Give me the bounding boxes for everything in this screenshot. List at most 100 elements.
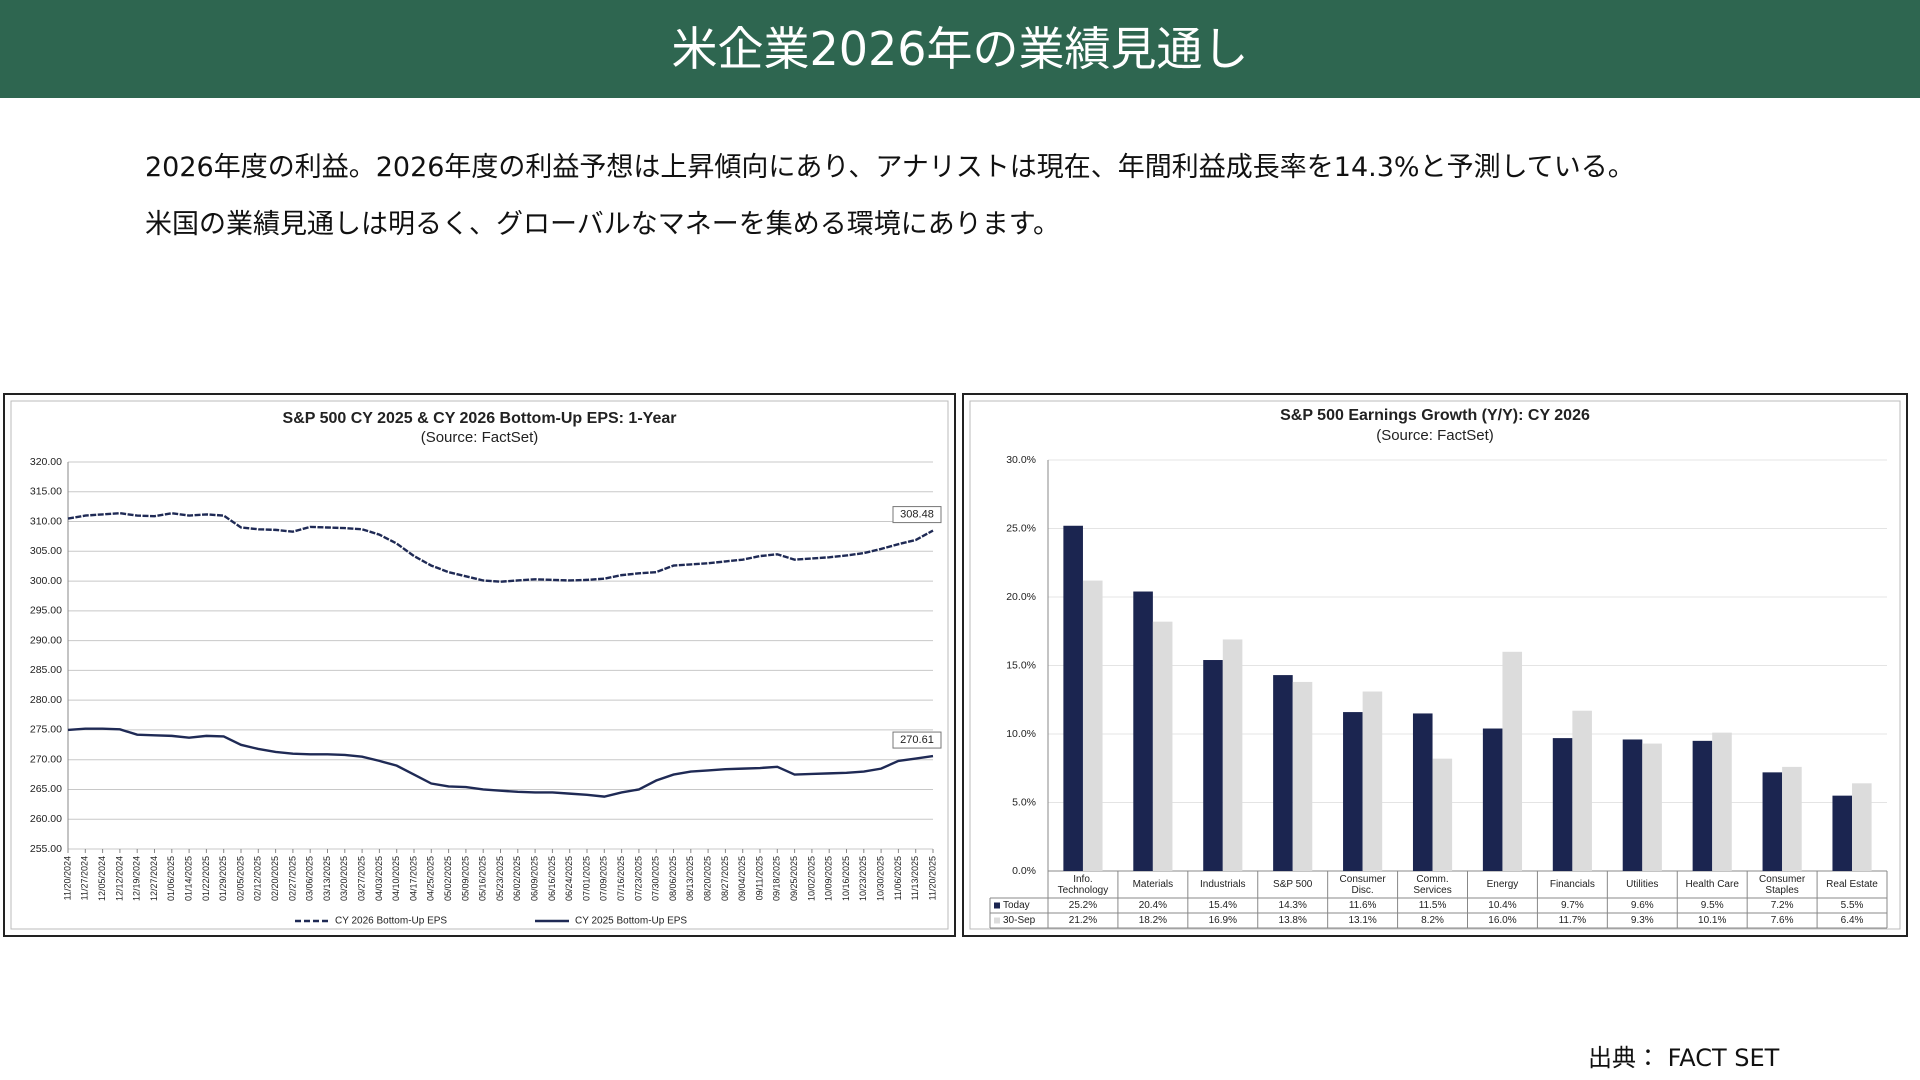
x-tick-label: 01/14/2025	[183, 856, 193, 901]
x-tick-label: Industrials	[1199, 879, 1246, 890]
value-label: 7.6%	[1771, 915, 1794, 926]
bar	[1712, 732, 1732, 871]
x-tick-label: 06/24/2025	[564, 856, 574, 901]
bar	[1642, 743, 1662, 871]
x-tick-label: Materials	[1132, 879, 1174, 890]
x-tick-label: 05/23/2025	[495, 856, 505, 901]
bar	[1572, 710, 1592, 871]
legend-label: 30-Sep	[1003, 915, 1036, 926]
x-tick-label: 09/11/2025	[754, 856, 764, 900]
y-tick-label: 285.00	[30, 664, 62, 676]
value-label: 9.7%	[1561, 900, 1584, 911]
y-tick-label: 280.00	[30, 694, 62, 706]
legend-label: CY 2026 Bottom-Up EPS	[335, 916, 447, 927]
value-label: 20.4%	[1139, 900, 1167, 911]
x-tick-label: 08/27/2025	[720, 856, 730, 901]
x-tick-label: 04/03/2025	[374, 856, 384, 901]
category-cell: S&P 500	[1273, 879, 1313, 890]
x-tick-label: Consumer Staples	[1759, 873, 1806, 896]
category-cell: Utilities	[1626, 879, 1658, 890]
x-tick-label: 03/06/2025	[305, 856, 315, 901]
value-label: 11.6%	[1349, 900, 1377, 911]
slide-title: 米企業2026年の業績見通し	[0, 0, 1920, 98]
x-tick-label: 02/12/2025	[253, 856, 263, 901]
x-tick-label: 08/06/2025	[668, 856, 678, 901]
x-tick-label: 03/13/2025	[322, 856, 332, 901]
body-text: 2026年度の利益。2026年度の利益予想は上昇傾向にあり、アナリストは現在、年…	[145, 152, 1635, 183]
value-label: 13.1%	[1348, 915, 1376, 926]
x-tick-label: 01/22/2025	[201, 856, 211, 901]
y-tick-label: 30.0%	[1006, 454, 1036, 466]
y-tick-label: 25.0%	[1006, 522, 1036, 534]
value-label: 10.4%	[1488, 900, 1516, 911]
category-cell: Consumer Staples	[1759, 873, 1806, 896]
value-label: 9.6%	[1631, 900, 1654, 911]
x-tick-label: 02/27/2025	[287, 856, 297, 901]
value-label: 21.2%	[1069, 915, 1097, 926]
y-tick-label: 300.00	[30, 575, 62, 587]
value-label: 16.9%	[1209, 915, 1237, 926]
y-tick-label: 20.0%	[1006, 591, 1036, 603]
x-tick-label: 11/27/2024	[80, 856, 90, 900]
y-tick-label: 305.00	[30, 545, 62, 557]
x-tick-label: Real Estate	[1826, 879, 1878, 890]
x-tick-label: 01/29/2025	[218, 856, 228, 901]
value-label: 13.8%	[1279, 915, 1307, 926]
value-label: 11.5%	[1419, 900, 1447, 911]
bar-chart: S&P 500 Earnings Growth (Y/Y): CY 2026 (S…	[969, 400, 1901, 930]
y-tick-label: 290.00	[30, 634, 62, 646]
chart-subtitle: (Source: FactSet)	[421, 429, 539, 446]
x-tick-label: 07/09/2025	[599, 856, 609, 901]
x-tick-label: 02/05/2025	[235, 856, 245, 901]
x-tick-label: 01/06/2025	[166, 856, 176, 901]
x-tick-label: 06/16/2025	[547, 856, 557, 901]
value-label: 16.0%	[1488, 915, 1516, 926]
x-tick-label: S&P 500	[1273, 879, 1313, 890]
x-tick-label: 10/16/2025	[841, 856, 851, 901]
y-tick-label: 310.00	[30, 515, 62, 527]
value-label: 18.2%	[1139, 915, 1167, 926]
y-tick-label: 265.00	[30, 783, 62, 795]
x-tick-label: Financials	[1549, 879, 1595, 890]
category-cell: Energy	[1487, 879, 1519, 890]
x-tick-label: 11/20/2025	[927, 856, 937, 900]
end-label: 308.48	[900, 508, 934, 520]
bar	[1362, 691, 1383, 871]
x-tick-label: Consumer Disc.	[1339, 873, 1386, 896]
y-tick-label: 275.00	[30, 724, 62, 736]
x-tick-label: 08/13/2025	[685, 856, 695, 901]
x-tick-label: Info. Technology	[1057, 873, 1109, 896]
bar	[1432, 758, 1453, 871]
x-tick-label: 07/01/2025	[581, 856, 591, 901]
line-chart: S&P 500 CY 2025 & CY 2026 Bottom-Up EPS:…	[10, 400, 949, 930]
x-tick-label: 07/30/2025	[651, 856, 661, 901]
body-text: 米国の業績見通しは明るく、グローバルなマネーを集める環境にあります。	[145, 209, 1061, 240]
category-cell: Consumer Disc.	[1339, 873, 1386, 896]
value-label: 5.5%	[1841, 900, 1864, 911]
x-tick-label: 05/16/2025	[478, 856, 488, 901]
legend-swatch	[994, 902, 1000, 909]
value-label: 8.2%	[1421, 915, 1444, 926]
category-cell: Financials	[1549, 879, 1595, 890]
x-tick-label: 10/30/2025	[875, 856, 885, 901]
category-cell: Real Estate	[1826, 879, 1878, 890]
value-label: 11.7%	[1559, 915, 1587, 926]
bar	[1692, 740, 1713, 871]
legend-label: CY 2025 Bottom-Up EPS	[575, 916, 687, 927]
x-tick-label: 04/10/2025	[391, 856, 401, 901]
chart-title: S&P 500 Earnings Growth (Y/Y): CY 2026	[1280, 407, 1590, 424]
chart-frame	[10, 400, 949, 930]
end-label-box	[892, 731, 942, 749]
bar	[1222, 639, 1243, 871]
y-tick-label: 0.0%	[1012, 865, 1036, 877]
y-tick-label: 270.00	[30, 753, 62, 765]
x-tick-label: Comm. Services	[1413, 873, 1452, 896]
series-line	[67, 511, 934, 583]
legend-label: Today	[1003, 900, 1030, 911]
x-tick-label: 12/19/2024	[132, 856, 142, 901]
y-tick-label: 10.0%	[1006, 728, 1036, 740]
x-tick-label: 05/09/2025	[460, 856, 470, 901]
y-tick-label: 15.0%	[1006, 659, 1036, 671]
category-cell: Health Care	[1686, 879, 1739, 890]
